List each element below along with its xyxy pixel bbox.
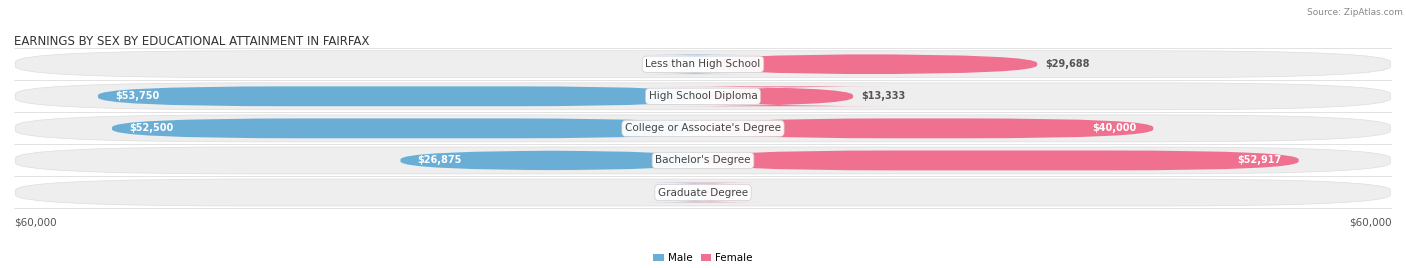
Text: $13,333: $13,333: [862, 91, 905, 101]
Text: $29,688: $29,688: [1045, 59, 1090, 69]
Text: Bachelor's Degree: Bachelor's Degree: [655, 155, 751, 165]
FancyBboxPatch shape: [703, 151, 1299, 170]
FancyBboxPatch shape: [112, 118, 703, 138]
Text: $60,000: $60,000: [14, 218, 56, 228]
Text: EARNINGS BY SEX BY EDUCATIONAL ATTAINMENT IN FAIRFAX: EARNINGS BY SEX BY EDUCATIONAL ATTAINMEN…: [14, 35, 370, 48]
FancyBboxPatch shape: [664, 86, 893, 106]
Text: $26,875: $26,875: [418, 155, 461, 165]
FancyBboxPatch shape: [401, 151, 703, 170]
Text: Less than High School: Less than High School: [645, 59, 761, 69]
Text: Graduate Degree: Graduate Degree: [658, 188, 748, 198]
Text: $0: $0: [665, 59, 678, 69]
Text: $0: $0: [665, 188, 678, 198]
FancyBboxPatch shape: [703, 54, 1038, 74]
FancyBboxPatch shape: [636, 183, 754, 202]
FancyBboxPatch shape: [15, 147, 1391, 174]
FancyBboxPatch shape: [15, 51, 1391, 78]
Text: $0: $0: [728, 188, 741, 198]
Text: Source: ZipAtlas.com: Source: ZipAtlas.com: [1308, 8, 1403, 17]
Text: $40,000: $40,000: [1092, 123, 1136, 133]
FancyBboxPatch shape: [652, 183, 770, 202]
Text: College or Associate's Degree: College or Associate's Degree: [626, 123, 780, 133]
Text: $52,500: $52,500: [129, 123, 173, 133]
Text: High School Diploma: High School Diploma: [648, 91, 758, 101]
FancyBboxPatch shape: [15, 83, 1391, 110]
FancyBboxPatch shape: [98, 86, 703, 106]
Text: $60,000: $60,000: [1350, 218, 1392, 228]
FancyBboxPatch shape: [703, 118, 1153, 138]
Legend: Male, Female: Male, Female: [650, 249, 756, 267]
FancyBboxPatch shape: [15, 115, 1391, 142]
FancyBboxPatch shape: [15, 179, 1391, 206]
Text: $52,917: $52,917: [1237, 155, 1282, 165]
FancyBboxPatch shape: [636, 54, 754, 74]
Text: $53,750: $53,750: [115, 91, 159, 101]
